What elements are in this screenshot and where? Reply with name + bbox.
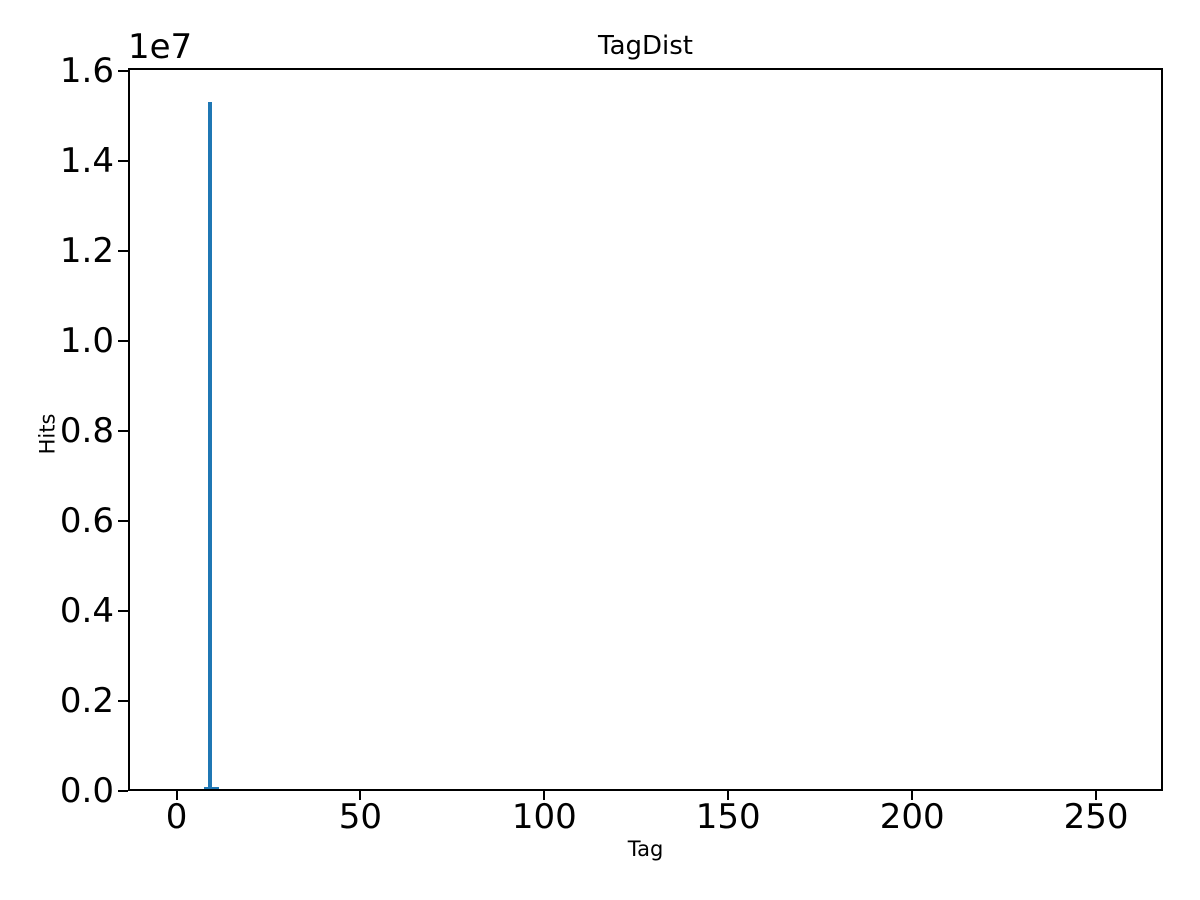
x-tick-mark [911, 791, 914, 800]
y-axis-label: Hits [35, 413, 60, 455]
y-tick-label: 0.4 [59, 591, 114, 632]
y-tick-label: 0.6 [59, 501, 114, 542]
y-tick-label: 1.4 [59, 141, 114, 182]
x-tick-mark [727, 791, 730, 800]
bar [203, 786, 208, 791]
bar [207, 102, 212, 791]
x-tick-label: 250 [1063, 797, 1129, 837]
y-tick-label: 0.2 [59, 681, 114, 722]
x-tick-label: 150 [695, 797, 761, 837]
y-tick-mark [118, 340, 128, 343]
x-tick-mark [175, 791, 178, 800]
x-tick-mark [543, 791, 546, 800]
y-tick-label: 1.2 [59, 231, 114, 272]
y-tick-mark [118, 700, 128, 703]
x-axis-label: Tag [627, 837, 664, 861]
y-tick-mark [118, 160, 128, 163]
y-tick-mark [118, 430, 128, 433]
chart-title: TagDist [598, 31, 693, 61]
x-tick-mark [359, 791, 362, 800]
y-tick-mark [118, 520, 128, 523]
x-tick-mark [1095, 791, 1098, 800]
y-tick-label: 0.0 [59, 771, 114, 811]
y-tick-label: 1.6 [59, 51, 114, 92]
y-tick-label: 0.8 [59, 411, 114, 452]
y-tick-mark [118, 250, 128, 253]
x-tick-label: 0 [165, 797, 188, 837]
y-tick-mark [118, 610, 128, 613]
x-tick-label: 200 [879, 797, 945, 837]
y-axis-offset-text: 1e7 [128, 27, 193, 67]
plot-area [128, 68, 1163, 791]
y-tick-mark [118, 70, 128, 73]
bar [211, 786, 216, 791]
x-tick-label: 100 [511, 797, 577, 837]
y-tick-label: 1.0 [59, 321, 114, 362]
bar [215, 786, 219, 791]
y-tick-mark [118, 790, 128, 792]
x-tick-label: 50 [338, 797, 383, 837]
